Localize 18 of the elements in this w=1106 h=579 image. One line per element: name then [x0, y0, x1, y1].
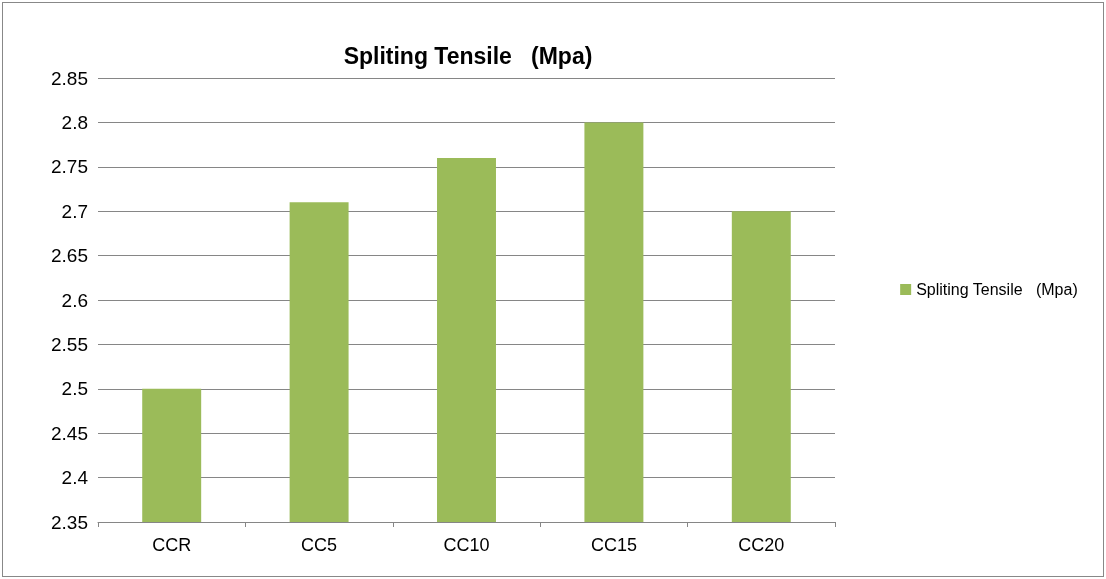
x-tick-label: CC20: [738, 535, 785, 555]
y-tick-label: 2.75: [51, 156, 88, 178]
chart-title: Spliting Tensile (Mpa): [343, 42, 593, 69]
y-tick-label: 2.7: [61, 200, 88, 222]
x-tick-label: CC10: [443, 535, 490, 555]
legend-label: Spliting Tensile (Mpa): [916, 281, 1078, 298]
y-tick-label: 2.8: [61, 111, 88, 133]
y-tick-label: 2.55: [51, 333, 88, 355]
x-tick-label: CC5: [301, 535, 338, 555]
y-tick-label: 2.35: [51, 511, 88, 533]
y-tick-label: 2.85: [51, 67, 88, 89]
y-tick-label: 2.5: [61, 378, 88, 400]
y-tick-label: 2.6: [61, 289, 88, 311]
x-tick-label: CC15: [590, 535, 637, 555]
x-tick-label: CCR: [152, 535, 192, 555]
y-tick-label: 2.65: [51, 245, 88, 267]
y-tick-label: 2.45: [51, 422, 88, 444]
y-tick-label: 2.4: [61, 467, 89, 489]
